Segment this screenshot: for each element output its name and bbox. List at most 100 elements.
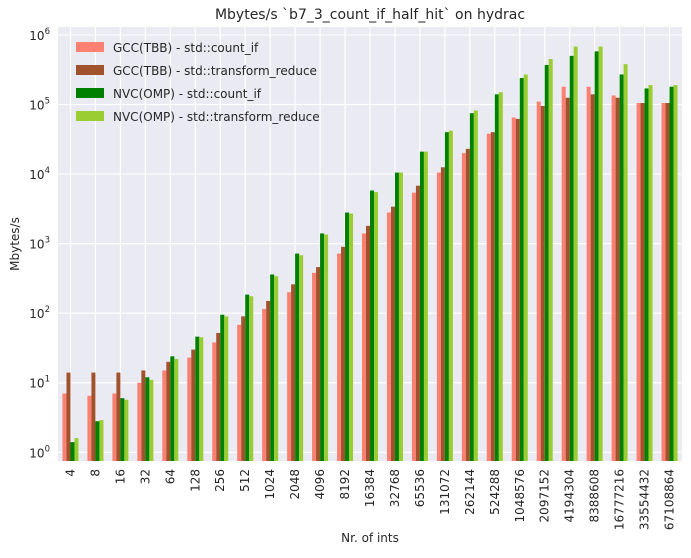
bar-2048-series-0 xyxy=(287,292,292,461)
legend-label-1: GCC(TBB) - std::transform_reduce xyxy=(113,64,317,78)
bar-512-series-0 xyxy=(237,324,242,461)
bar-262144-series-0 xyxy=(461,153,466,461)
bar-32-series-1 xyxy=(141,370,146,461)
x-tick-label-4: 4 xyxy=(63,469,77,477)
bar-131072-series-1 xyxy=(440,167,445,462)
bar-33554432-series-2 xyxy=(644,88,649,462)
x-tick-label-1048576: 1048576 xyxy=(513,469,527,522)
bar-256-series-3 xyxy=(224,316,229,461)
x-tick-label-128: 128 xyxy=(188,469,202,492)
bar-64-series-0 xyxy=(162,370,167,461)
x-tick-label-256: 256 xyxy=(213,469,227,492)
bar-16777216-series-2 xyxy=(619,74,624,462)
bar-8388608-series-0 xyxy=(586,86,591,461)
bar-1048576-series-2 xyxy=(519,78,524,462)
bar-1024-series-1 xyxy=(266,300,271,461)
bar-67108864-series-3 xyxy=(673,85,678,461)
y-tick-label-1: 101 xyxy=(29,375,50,391)
x-tick-label-131072: 131072 xyxy=(438,469,452,515)
bar-65536-series-0 xyxy=(411,192,416,462)
bar-4096-series-1 xyxy=(316,267,321,461)
x-tick-label-32: 32 xyxy=(138,469,152,484)
bar-1048576-series-1 xyxy=(515,118,520,462)
bar-67108864-series-2 xyxy=(669,86,674,461)
bar-1048576-series-3 xyxy=(523,74,528,462)
bar-256-series-0 xyxy=(212,342,217,461)
bar-128-series-1 xyxy=(191,349,196,461)
bar-8192-series-2 xyxy=(345,212,350,461)
bar-4096-series-0 xyxy=(312,272,317,461)
bar-524288-series-1 xyxy=(490,132,495,461)
bar-4194304-series-1 xyxy=(565,97,570,461)
bar-8-series-3 xyxy=(99,420,104,461)
bars xyxy=(62,46,678,462)
bar-16-series-3 xyxy=(124,399,129,461)
bar-262144-series-1 xyxy=(465,148,470,461)
bar-8388608-series-2 xyxy=(594,51,599,462)
bar-64-series-1 xyxy=(166,361,171,461)
bar-33554432-series-1 xyxy=(640,103,645,462)
bar-2097152-series-2 xyxy=(544,64,549,461)
bar-256-series-1 xyxy=(216,332,221,461)
bar-1048576-series-0 xyxy=(511,117,516,461)
x-tick-label-8192: 8192 xyxy=(338,469,352,500)
bar-512-series-3 xyxy=(249,296,254,461)
legend-label-0: GCC(TBB) - std::count_if xyxy=(113,41,259,55)
x-tick-label-4096: 4096 xyxy=(313,469,327,500)
x-axis-label: Nr. of ints xyxy=(341,531,399,545)
y-tick-label-2: 102 xyxy=(29,305,50,321)
bar-2048-series-3 xyxy=(299,255,304,461)
bar-4-series-1 xyxy=(66,372,71,461)
bar-67108864-series-0 xyxy=(661,103,666,462)
bar-2097152-series-3 xyxy=(548,59,553,461)
chart-title: Mbytes/s `b7_3_count_if_half_hit` on hyd… xyxy=(215,7,525,23)
x-tick-label-8: 8 xyxy=(88,469,102,477)
bar-16777216-series-0 xyxy=(611,95,616,461)
bar-4096-series-2 xyxy=(320,233,325,461)
bar-8-series-0 xyxy=(87,395,92,461)
x-tick-label-262144: 262144 xyxy=(463,469,477,515)
legend-label-2: NVC(OMP) - std::count_if xyxy=(113,87,262,101)
bar-2097152-series-1 xyxy=(540,106,545,461)
bar-16384-series-1 xyxy=(366,225,370,461)
bar-16777216-series-3 xyxy=(623,64,628,462)
bar-16384-series-0 xyxy=(362,233,366,461)
bar-32768-series-2 xyxy=(394,172,399,461)
bar-16-series-1 xyxy=(116,372,121,461)
bar-131072-series-0 xyxy=(436,172,441,461)
x-tick-label-33554432: 33554432 xyxy=(638,469,652,530)
bar-4194304-series-3 xyxy=(573,46,578,461)
bar-524288-series-3 xyxy=(498,92,503,461)
bar-65536-series-2 xyxy=(419,151,424,461)
bar-128-series-2 xyxy=(195,336,200,461)
bar-65536-series-3 xyxy=(423,151,428,461)
bar-8-series-1 xyxy=(91,372,96,461)
bar-16-series-0 xyxy=(112,393,117,461)
x-tick-label-2048: 2048 xyxy=(288,469,302,500)
bar-131072-series-2 xyxy=(444,132,449,461)
bar-32-series-3 xyxy=(149,379,154,461)
bar-1024-series-2 xyxy=(270,274,275,461)
bar-16-series-2 xyxy=(120,398,125,461)
bar-32768-series-0 xyxy=(386,212,391,461)
bar-8388608-series-3 xyxy=(598,46,603,461)
bar-32-series-2 xyxy=(145,377,150,461)
bar-65536-series-1 xyxy=(415,185,420,461)
bar-4194304-series-2 xyxy=(569,55,574,462)
x-tick-label-64: 64 xyxy=(163,469,177,484)
x-tick-label-16: 16 xyxy=(113,469,127,484)
bar-8192-series-1 xyxy=(341,246,346,461)
bar-524288-series-0 xyxy=(486,133,491,461)
legend-swatch-0 xyxy=(76,42,104,52)
bar-16384-series-3 xyxy=(374,192,378,461)
bar-16384-series-2 xyxy=(370,190,374,461)
legend-swatch-3 xyxy=(76,111,104,121)
bar-16777216-series-1 xyxy=(615,97,620,461)
bar-32768-series-3 xyxy=(398,172,403,461)
y-tick-label-3: 103 xyxy=(29,236,50,252)
bar-512-series-2 xyxy=(245,294,250,461)
x-tick-label-524288: 524288 xyxy=(488,469,502,515)
x-tick-label-16384: 16384 xyxy=(363,469,377,507)
